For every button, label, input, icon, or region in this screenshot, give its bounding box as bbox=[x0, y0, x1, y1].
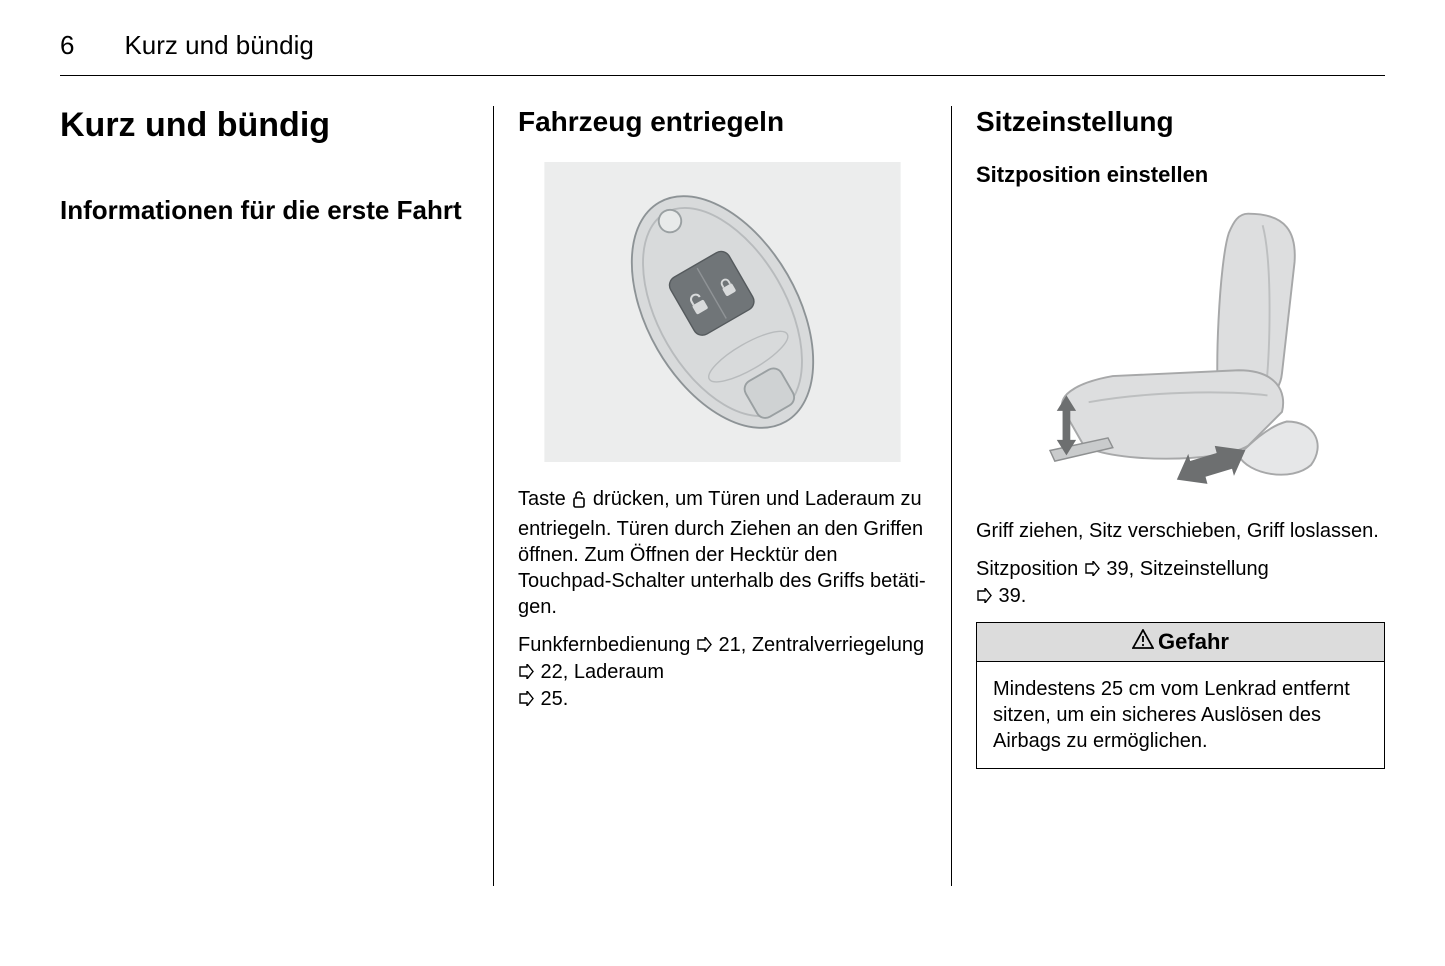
section-heading-seat: Sitzeinstellung bbox=[976, 106, 1385, 138]
page-header: 6 Kurz und bündig bbox=[60, 30, 1385, 76]
seat-cross-references: Sitzposition 39, Sitzeinstellung 39. bbox=[976, 556, 1385, 610]
text-fragment: Funkfernbedienung bbox=[518, 634, 696, 656]
key-fob-illustration bbox=[518, 162, 927, 462]
seat-body-text: Griff ziehen, Sitz verschieben, Griff lo… bbox=[976, 518, 1385, 544]
text-fragment: 39, Sitzeinstellung bbox=[1101, 558, 1269, 580]
crossref-arrow-icon bbox=[1085, 557, 1100, 583]
crossref-arrow-icon bbox=[977, 584, 992, 610]
chapter-title: Kurz und bündig bbox=[60, 106, 469, 145]
column-3: Sitzeinstellung Sitzposition einstellen bbox=[951, 106, 1385, 886]
crossref-arrow-icon bbox=[697, 633, 712, 659]
text-fragment: 21, Zentral­verriegelung bbox=[713, 634, 924, 656]
seat-illustration bbox=[976, 204, 1385, 494]
unlock-padlock-icon bbox=[572, 489, 586, 516]
figure-key-fob bbox=[518, 162, 927, 462]
chapter-subtitle: Informationen für die erste Fahrt bbox=[60, 195, 469, 226]
warning-label: Gefahr bbox=[1158, 629, 1229, 655]
unlock-body-text: Taste drücken, um Türen und La­deraum zu… bbox=[518, 486, 927, 620]
crossref-arrow-icon bbox=[519, 687, 534, 713]
text-fragment: 25. bbox=[535, 688, 568, 710]
warning-box: Gefahr Mindestens 25 cm vom Lenkrad entf… bbox=[976, 622, 1385, 769]
warning-body-text: Mindestens 25 cm vom Lenkrad entfernt si… bbox=[977, 662, 1384, 768]
page-number: 6 bbox=[60, 30, 74, 61]
section-subheading-seat: Sitzposition einstellen bbox=[976, 162, 1385, 188]
running-title: Kurz und bündig bbox=[124, 30, 313, 61]
column-2: Fahrzeug entriegeln bbox=[493, 106, 951, 886]
warning-header: Gefahr bbox=[977, 623, 1384, 662]
text-fragment: Sitzposition bbox=[976, 558, 1084, 580]
figure-seat-adjustment bbox=[976, 204, 1385, 494]
section-heading-unlock: Fahrzeug entriegeln bbox=[518, 106, 927, 138]
text-fragment: 39. bbox=[993, 585, 1026, 607]
text-fragment: 22, Laderaum bbox=[535, 661, 664, 683]
column-1: Kurz und bündig Informationen für die er… bbox=[60, 106, 493, 886]
unlock-cross-references: Funkfernbedienung 21, Zentral­verriegelu… bbox=[518, 632, 927, 713]
text-fragment: Taste bbox=[518, 488, 571, 510]
warning-triangle-icon bbox=[1132, 629, 1154, 655]
crossref-arrow-icon bbox=[519, 660, 534, 686]
